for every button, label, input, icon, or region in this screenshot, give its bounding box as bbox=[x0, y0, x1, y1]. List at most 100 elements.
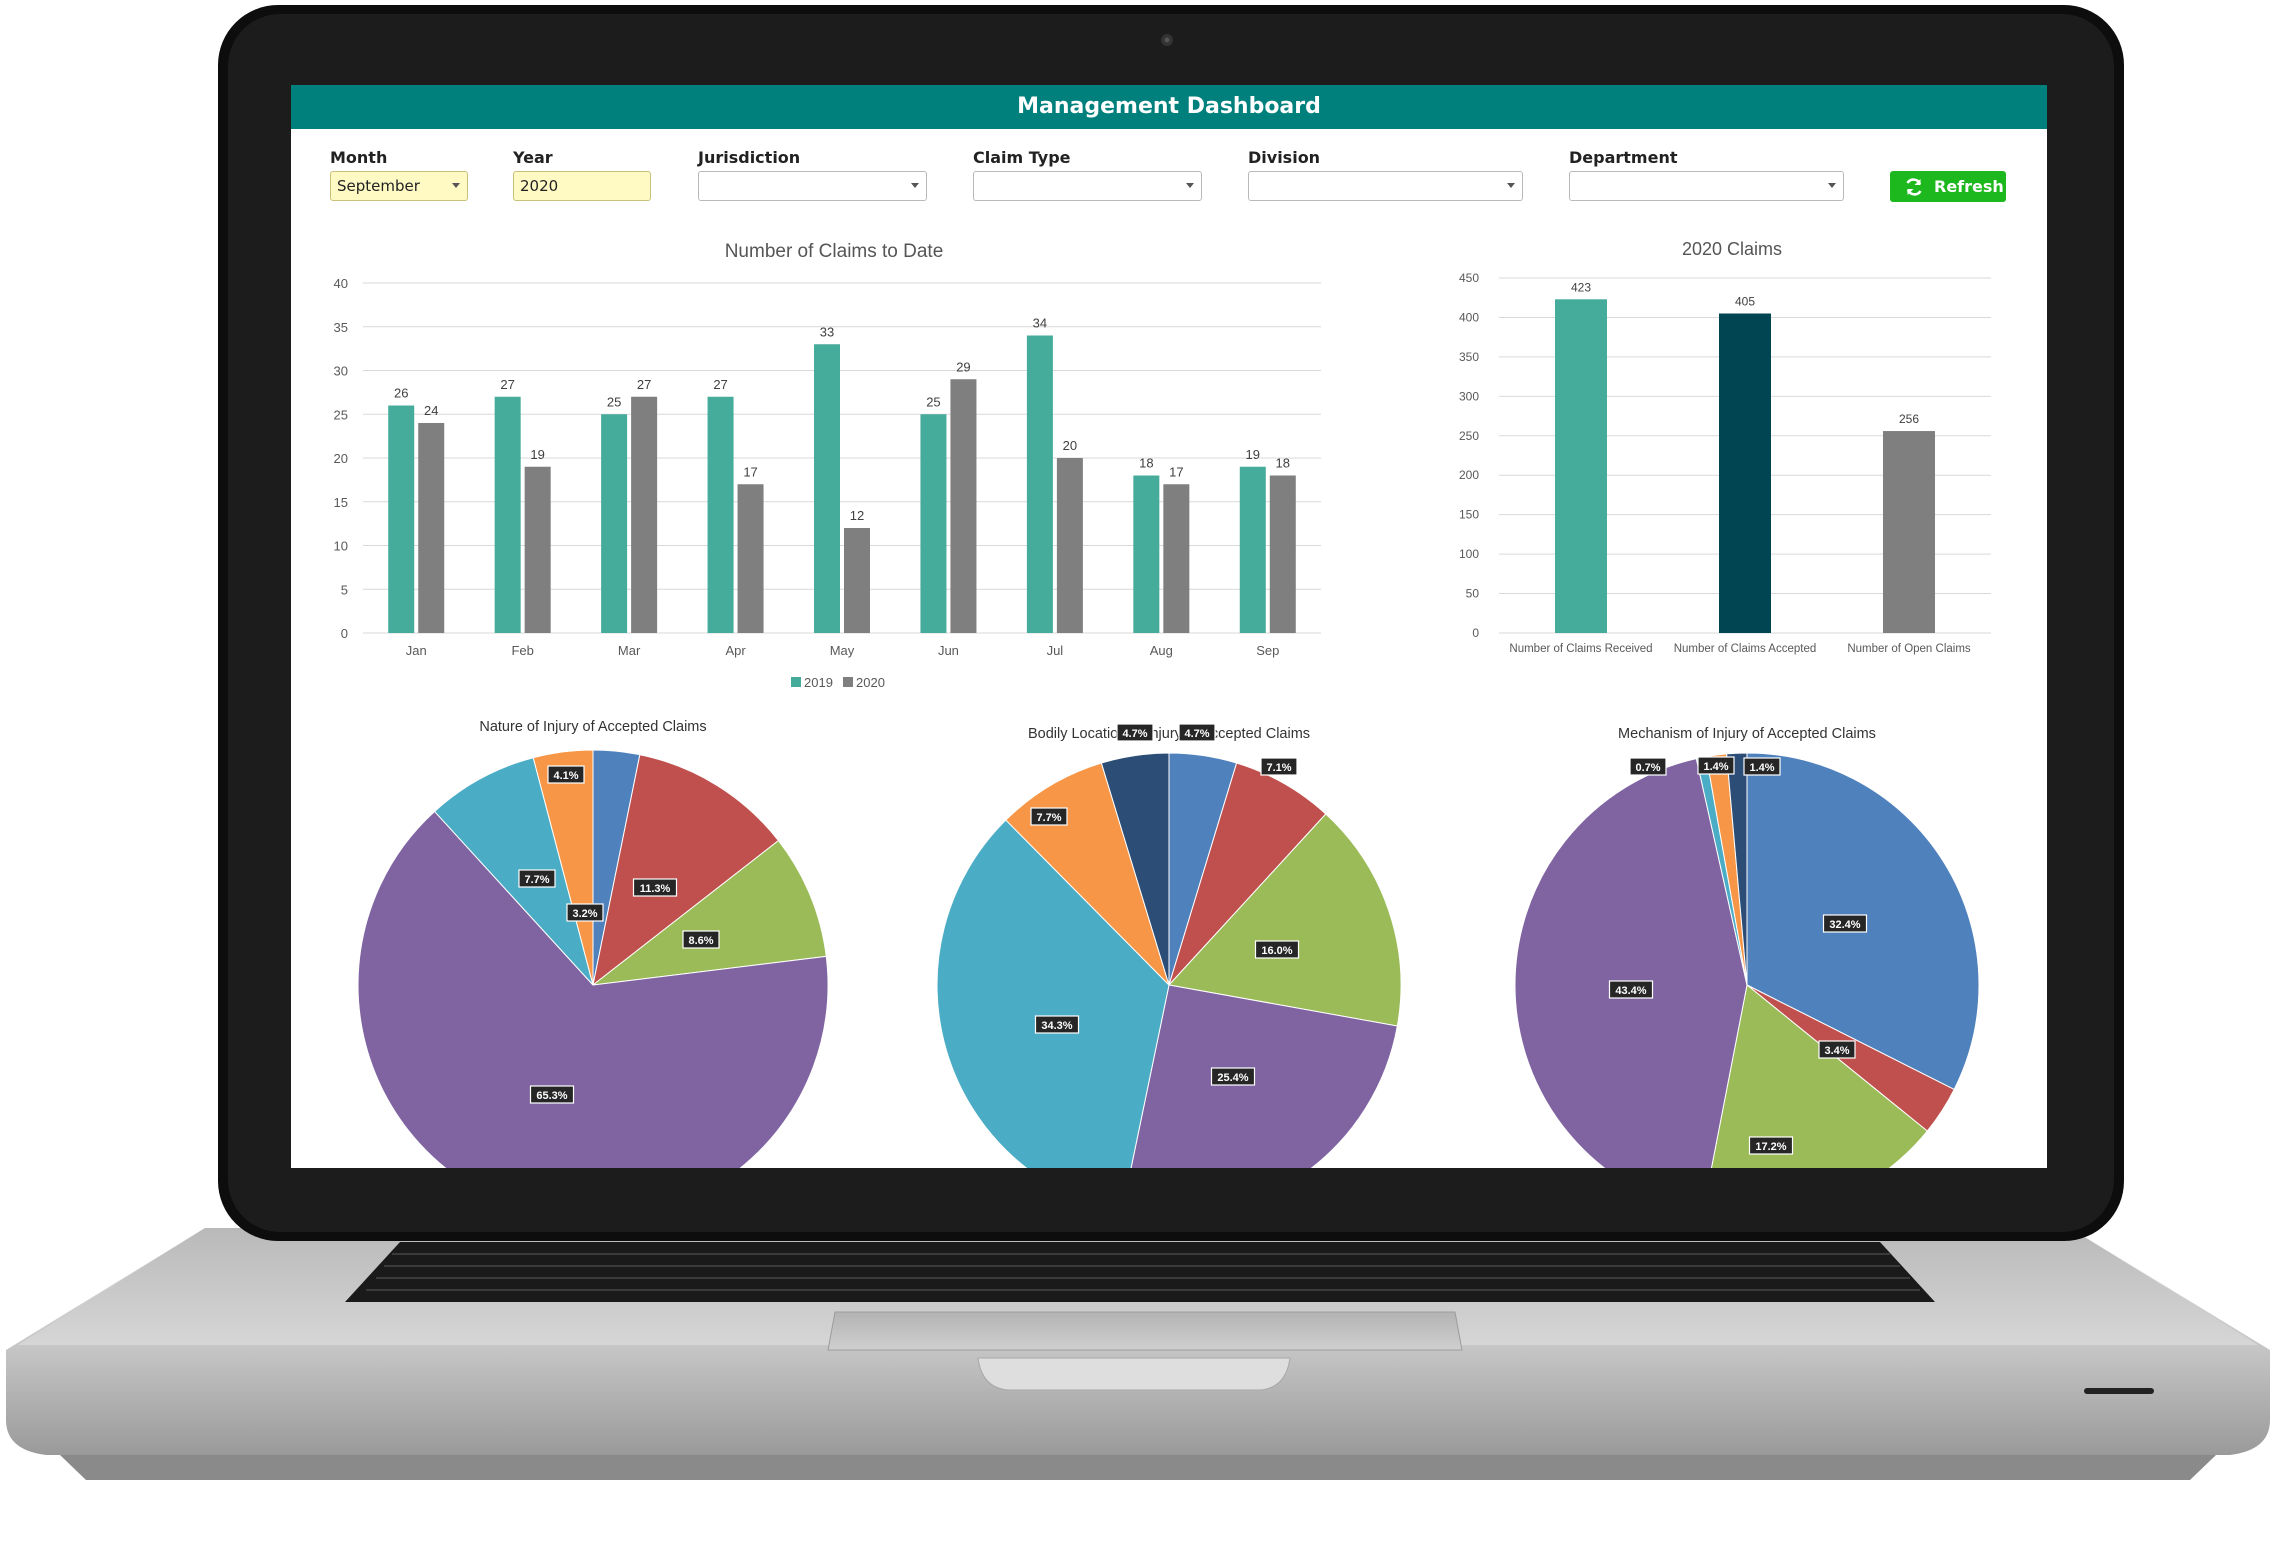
y-tick-label: 400 bbox=[1459, 310, 1479, 324]
y-tick-label: 0 bbox=[341, 626, 348, 641]
data-label: 7.7% bbox=[1036, 812, 1061, 824]
data-label: 25 bbox=[607, 394, 621, 409]
data-label: 26 bbox=[394, 386, 408, 401]
jurisdiction-select[interactable] bbox=[698, 171, 927, 201]
x-tick-label: Number of Claims Accepted bbox=[1674, 643, 1817, 655]
data-label-box bbox=[1818, 1040, 1856, 1059]
data-label: 17 bbox=[1169, 464, 1183, 479]
data-label-box bbox=[1822, 914, 1868, 933]
data-label: 17 bbox=[743, 464, 757, 479]
x-tick-label: Apr bbox=[725, 643, 746, 658]
data-label: 34.3% bbox=[1041, 1020, 1072, 1032]
data-label: 11.3% bbox=[640, 883, 671, 895]
legend-label: 2019 bbox=[804, 675, 833, 690]
data-label-box bbox=[1034, 1015, 1080, 1034]
bar bbox=[1269, 475, 1296, 633]
bar bbox=[814, 344, 840, 633]
pie-slice bbox=[1726, 752, 1748, 986]
pie-chart-2: Bodily Location of Injury of Accepted Cl… bbox=[936, 723, 1402, 1168]
claims-2020-chart: 2020 Claims 0 50 100 150 200 250 300 350 400 450 42… bbox=[1459, 239, 1991, 655]
data-label: 29 bbox=[956, 359, 970, 374]
chevron-down-icon bbox=[1507, 183, 1515, 188]
year-field[interactable]: 2020 bbox=[513, 171, 651, 201]
data-label: 18 bbox=[1139, 456, 1153, 471]
data-label-box bbox=[529, 1085, 575, 1104]
data-label: 1.4% bbox=[1749, 762, 1774, 774]
x-tick-label: Sep bbox=[1256, 643, 1279, 658]
data-label: 256 bbox=[1899, 412, 1919, 426]
y-tick-label: 0 bbox=[1472, 626, 1479, 640]
bar bbox=[1026, 335, 1053, 633]
bar bbox=[1056, 458, 1083, 633]
data-label: 20 bbox=[1063, 438, 1077, 453]
department-label: Department bbox=[1569, 148, 1678, 167]
division-select[interactable] bbox=[1248, 171, 1523, 201]
data-label: 423 bbox=[1571, 280, 1591, 294]
claim-type-select[interactable] bbox=[973, 171, 1202, 201]
y-tick-label: 25 bbox=[334, 407, 348, 422]
refresh-button[interactable]: Refresh bbox=[1890, 171, 2006, 202]
data-label: 12 bbox=[850, 508, 864, 523]
bar bbox=[388, 405, 415, 633]
month-select[interactable]: September bbox=[330, 171, 468, 201]
data-label-box bbox=[566, 903, 604, 922]
bar bbox=[1239, 466, 1266, 633]
month-label: Month bbox=[330, 148, 388, 167]
data-label-box bbox=[1743, 757, 1781, 776]
data-label-box bbox=[1178, 723, 1216, 742]
x-tick-label: May bbox=[830, 643, 855, 658]
refresh-label: Refresh bbox=[1934, 177, 2004, 196]
data-label-box bbox=[1748, 1136, 1794, 1155]
chart-title: Bodily Location of Injury of Accepted Cl… bbox=[1028, 726, 1310, 742]
bar bbox=[1163, 484, 1190, 633]
pie-slice bbox=[357, 810, 829, 1168]
bar bbox=[1133, 475, 1160, 633]
pie-slice bbox=[591, 839, 827, 986]
data-label: 17.2% bbox=[1755, 1141, 1786, 1153]
chevron-down-icon bbox=[452, 183, 460, 188]
claim-type-label: Claim Type bbox=[973, 148, 1071, 167]
y-tick-label: 10 bbox=[334, 539, 348, 554]
data-label: 3.4% bbox=[1824, 1045, 1849, 1057]
y-tick-label: 15 bbox=[334, 495, 348, 510]
data-label-box bbox=[1629, 757, 1667, 776]
y-tick-label: 20 bbox=[334, 451, 348, 466]
y-tick-label: 450 bbox=[1459, 271, 1479, 285]
chart-title: 2020 Claims bbox=[1682, 239, 1782, 259]
chevron-down-icon bbox=[911, 183, 919, 188]
data-label-box bbox=[547, 765, 585, 784]
bar bbox=[631, 396, 658, 633]
x-tick-label: Jan bbox=[406, 643, 427, 658]
data-label-box bbox=[682, 930, 720, 949]
page-title: Management Dashboard bbox=[291, 85, 2047, 129]
pie-slice bbox=[1514, 758, 1748, 1168]
pie-chart-3: Mechanism of Injury of Accepted Claims 32… bbox=[1514, 726, 1980, 1168]
pie-slice bbox=[1710, 984, 1928, 1168]
year-label: Year bbox=[513, 148, 553, 167]
data-label: 7.7% bbox=[524, 874, 549, 886]
bar bbox=[707, 396, 734, 633]
charts-area: Number of Claims to Date 0 5 10 15 20 25 30 35 40… bbox=[334, 239, 1991, 1168]
data-label: 19 bbox=[1246, 447, 1260, 462]
pie-slice bbox=[1100, 752, 1170, 986]
claims-to-date-chart: Number of Claims to Date 0 5 10 15 20 25 30 35 40… bbox=[334, 241, 1321, 690]
data-label: 19 bbox=[530, 447, 544, 462]
bar bbox=[494, 396, 521, 633]
data-label: 3.2% bbox=[572, 908, 597, 920]
y-tick-label: 30 bbox=[334, 364, 348, 379]
data-label: 43.4% bbox=[1615, 985, 1646, 997]
data-label: 33 bbox=[820, 324, 834, 339]
department-select[interactable] bbox=[1569, 171, 1844, 201]
pie-slice bbox=[936, 819, 1170, 1168]
month-value: September bbox=[337, 177, 420, 195]
y-tick-label: 200 bbox=[1459, 468, 1479, 482]
bar bbox=[920, 414, 947, 633]
year-value: 2020 bbox=[520, 177, 559, 195]
data-label: 0.7% bbox=[1635, 762, 1660, 774]
y-tick-label: 300 bbox=[1459, 389, 1479, 403]
pie-slice bbox=[532, 749, 594, 986]
data-label: 34 bbox=[1033, 316, 1047, 331]
bar bbox=[524, 466, 551, 633]
x-tick-label: Jun bbox=[938, 643, 959, 658]
x-tick-label: Number of Claims Received bbox=[1509, 643, 1652, 655]
